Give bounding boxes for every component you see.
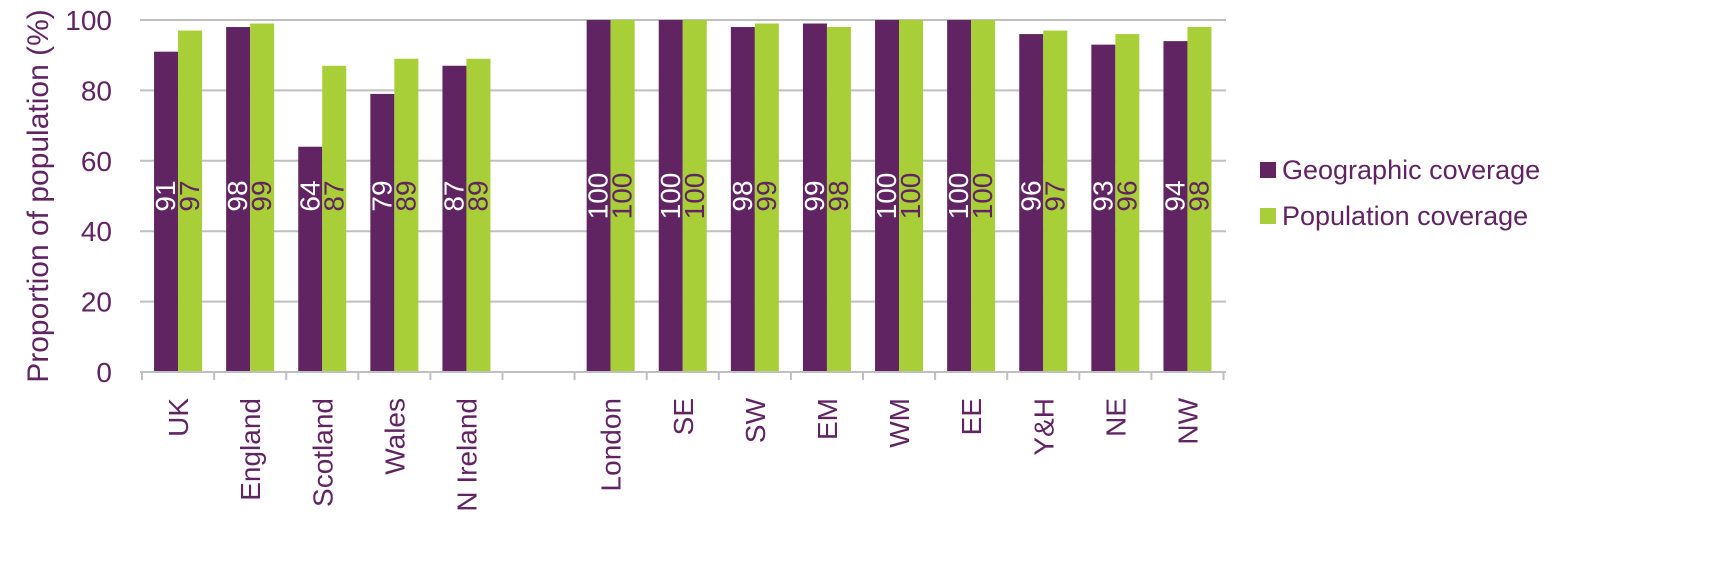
legend: Geographic coverage Population coverage: [1260, 155, 1540, 231]
x-tick-label: SW: [740, 397, 771, 443]
x-tick-label: SE: [668, 398, 699, 435]
x-tick-label: EM: [812, 398, 843, 440]
bar-population: [178, 30, 203, 373]
bar-population: [1187, 27, 1212, 372]
x-tick-label: EE: [956, 398, 987, 435]
data-label: 100: [943, 173, 974, 220]
data-label: 100: [895, 173, 926, 220]
bar-geographic: [1163, 41, 1188, 373]
x-tick-label: UK: [163, 398, 194, 437]
data-label: 100: [967, 173, 998, 220]
data-label: 100: [655, 173, 686, 220]
x-tick-label: London: [596, 398, 627, 491]
data-label: 64: [294, 180, 325, 211]
bar-population: [394, 58, 419, 372]
data-label: 100: [583, 173, 614, 220]
bar-population: [466, 58, 491, 372]
bar-population: [826, 27, 851, 372]
legend-label: Population coverage: [1282, 201, 1528, 231]
bar-geographic: [802, 23, 827, 373]
bar-geographic: [586, 20, 611, 372]
bar-geographic: [1091, 44, 1116, 372]
x-tick-label: England: [235, 398, 266, 501]
legend-label: Geographic coverage: [1282, 155, 1540, 185]
data-label: 96: [1111, 180, 1142, 211]
data-label: 98: [823, 180, 854, 211]
x-axis: [140, 371, 1226, 380]
bar-population: [754, 23, 779, 373]
bar-geographic: [947, 20, 972, 372]
bar-population: [610, 20, 635, 372]
y-tick-label: 20: [81, 287, 112, 318]
bar-geographic: [1019, 34, 1044, 372]
bar-geographic: [154, 51, 179, 373]
x-tick-label: NE: [1100, 398, 1131, 437]
x-tick-label: NW: [1172, 397, 1203, 444]
legend-swatch: [1260, 208, 1276, 224]
y-axis-title: Proportion of population (%): [22, 9, 55, 383]
data-label: 89: [462, 180, 493, 211]
data-label: 79: [366, 180, 397, 211]
bar-geographic: [298, 146, 323, 372]
data-label: 98: [727, 180, 758, 211]
data-label: 100: [679, 173, 710, 220]
x-tick-label: Y&H: [1028, 398, 1059, 456]
y-tick-label: 80: [81, 75, 112, 106]
bar-geographic: [370, 93, 395, 373]
bar-population: [1115, 34, 1140, 372]
data-label: 100: [871, 173, 902, 220]
data-label: 99: [246, 180, 277, 211]
x-tick-label: Wales: [379, 398, 410, 475]
data-label: 91: [150, 180, 181, 211]
bar-geographic: [658, 20, 683, 372]
y-tick-label: 0: [96, 357, 112, 388]
data-label: 99: [799, 180, 830, 211]
y-tick-label: 100: [65, 5, 112, 36]
bars: [154, 20, 1212, 373]
data-label: 97: [1039, 180, 1070, 211]
y-tick-label: 60: [81, 146, 112, 177]
data-label: 99: [751, 180, 782, 211]
data-label: 96: [1015, 180, 1046, 211]
y-tick-label: 40: [81, 216, 112, 247]
x-tick-label: WM: [884, 398, 915, 448]
data-label: 98: [222, 180, 253, 211]
bar-geographic: [442, 65, 467, 372]
bar-geographic: [730, 27, 755, 372]
y-tick-labels: 0 20 40 60 80 100: [65, 5, 112, 388]
data-label: 93: [1087, 180, 1118, 211]
data-label: 89: [390, 180, 421, 211]
x-tick-labels: UK England Scotland Wales N Ireland London SE S…: [163, 397, 1203, 511]
bar-population: [322, 65, 347, 372]
x-tick-label: Scotland: [307, 398, 338, 507]
data-label: 97: [174, 180, 205, 211]
bar-geographic: [226, 27, 251, 372]
legend-swatch: [1260, 162, 1276, 178]
bar-population: [682, 20, 707, 372]
bar-population: [971, 20, 996, 372]
x-tick-label: N Ireland: [451, 398, 482, 512]
bar-population: [899, 20, 924, 372]
data-label: 87: [318, 180, 349, 211]
data-label: 87: [438, 180, 469, 211]
data-label: 94: [1159, 180, 1190, 211]
data-label: 100: [607, 173, 638, 220]
data-label: 98: [1183, 180, 1214, 211]
bar-geographic: [875, 20, 900, 372]
bar-population: [1043, 30, 1068, 373]
bar-population: [250, 23, 275, 373]
